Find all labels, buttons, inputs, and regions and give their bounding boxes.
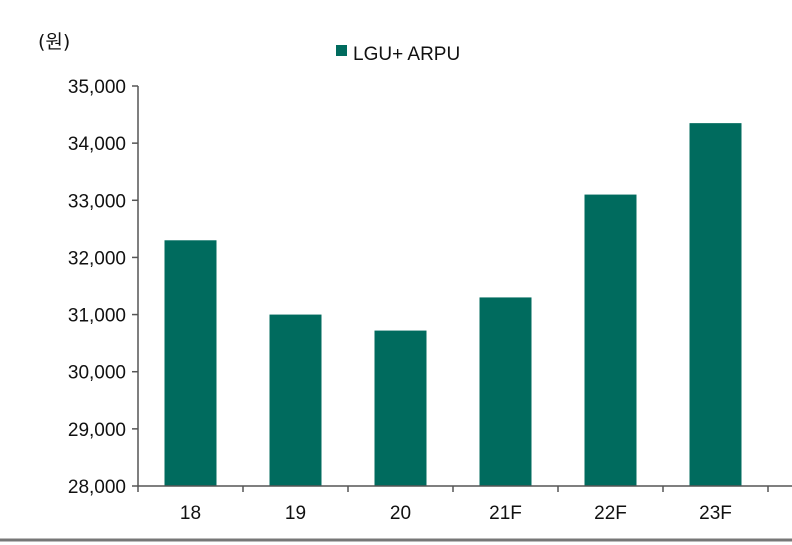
- bar-22F: [584, 194, 637, 487]
- x-tick-label: 18: [180, 503, 201, 524]
- y-tick-label: 32,000: [68, 248, 126, 269]
- x-axis: 18 19 20 21F 22F 23F: [137, 486, 769, 524]
- y-tick-label: 28,000: [68, 477, 126, 498]
- x-tick-label: 19: [285, 503, 306, 524]
- x-tick-label: 21F: [489, 503, 522, 524]
- bar-18: [164, 240, 217, 486]
- bars: [164, 123, 742, 487]
- x-tick-label: 22F: [594, 503, 627, 524]
- x-tick-label: 23F: [699, 503, 732, 524]
- x-tick-label: 20: [390, 503, 411, 524]
- y-tick-label: 35,000: [68, 77, 126, 98]
- bar-19: [269, 314, 322, 486]
- legend-swatch: [336, 45, 347, 56]
- y-tick-label: 31,000: [68, 306, 126, 327]
- legend: LGU+ ARPU: [336, 44, 460, 65]
- legend-label: LGU+ ARPU: [353, 44, 460, 65]
- y-axis: 28,000 29,000 30,000 31,000 32,000 33,000 34,0…: [68, 77, 138, 498]
- y-tick-label: 33,000: [68, 191, 126, 212]
- y-tick-label: 30,000: [68, 363, 126, 384]
- bar-23F: [689, 123, 742, 487]
- y-axis-unit-label: (원): [38, 31, 70, 53]
- bar-20: [374, 330, 427, 486]
- y-tick-label: 34,000: [68, 134, 126, 155]
- y-tick-label: 29,000: [68, 420, 126, 441]
- bar-21F: [479, 297, 532, 486]
